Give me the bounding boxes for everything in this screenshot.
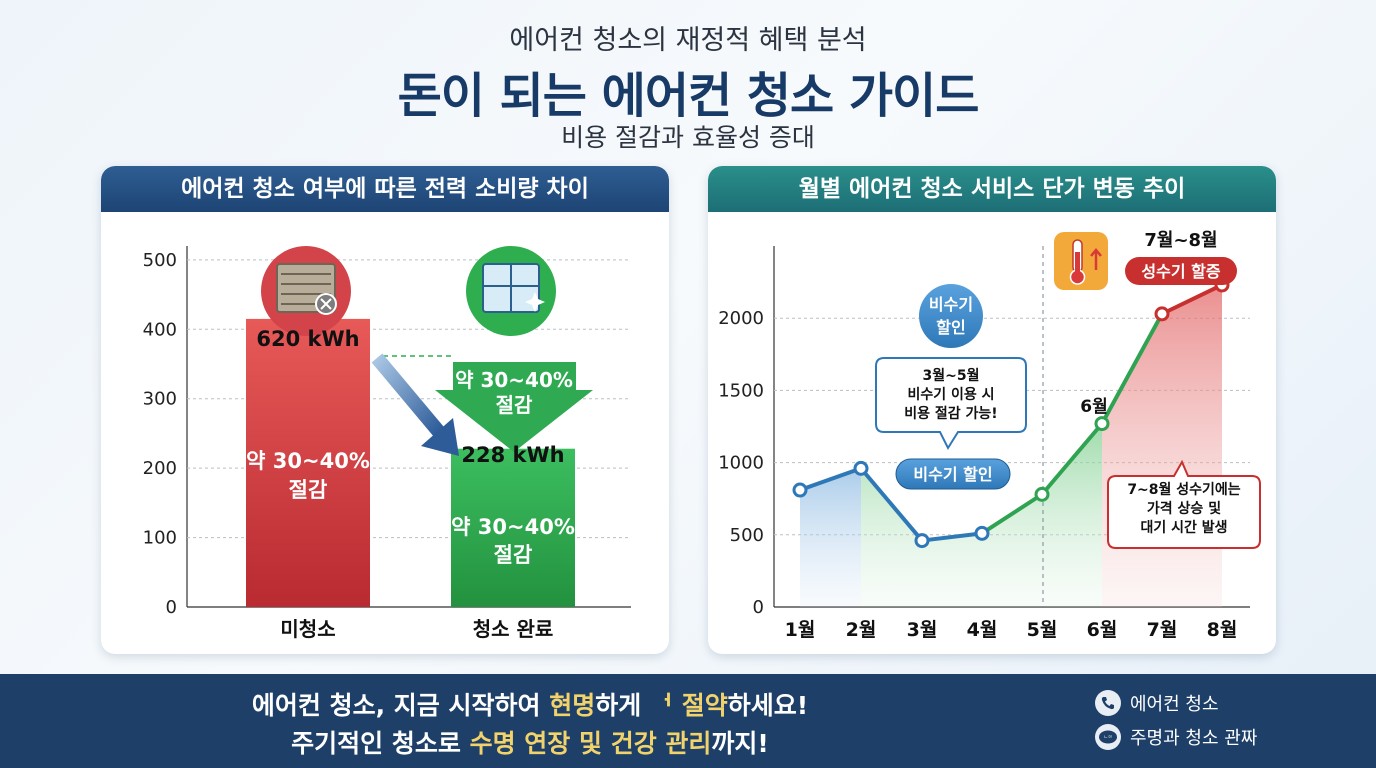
chat-icon-text: ᄂᄃᄅ [1103,736,1112,742]
footer-banner: 에어컨 청소, 지금 시작하여 현명하게 ᅥ 절약하세요! 주기적인 청소로 수… [0,674,1376,768]
contact-phone-label: 에어컨 청소 [1130,694,1219,715]
thermometer-icon [1054,232,1108,290]
bar-y-tick-label: 100 [143,528,177,549]
callout-line2: 비수기 이용 시 [907,386,994,403]
bar-category-label: 청소 완료 [473,617,554,641]
line-x-tick-label: 3월 [907,619,938,641]
line-x-tick-label: 1월 [785,619,816,641]
clean-bar-text-1: 약 30~40% [451,515,575,539]
bar-y-tick-label: 200 [143,458,177,479]
peak-note-line1: 7~8월 성수기에는 [1127,481,1240,498]
offseason-badge-line2: 할인 [936,318,965,337]
line-segment [798,466,863,493]
dirty-value-label: 620 kWh [256,327,359,351]
peak-pill-label: 성수기 할증 [1141,262,1220,281]
price-line-chart: 0 500 1000 1500 2000 1월 2월 3월 4월 5월 6월 7월 8월 비수기 할인… [718,230,1261,641]
offseason-pill: 비수기 할인 [895,458,1011,490]
bar-category-label: 미청소 [280,617,335,641]
footer-line1-part-a: 에어컨 청소, 지금 시작하여 [251,691,550,720]
contact-chat[interactable]: ᄂᄃᄅ 주명과 청소 관짜 [1095,724,1257,750]
peak-note-line2: 가격 상승 및 [1147,500,1221,517]
offseason-badge-line1: 비수기 [929,295,973,314]
callout-line3: 비용 절감 가능! [904,405,997,422]
footer-line2-part-a: 주기적인 청소로 [291,729,470,758]
bar-y-tick-label: 300 [143,389,177,410]
footer-line2-part-b: 까지! [711,729,769,758]
line-x-tick-label: 7월 [1147,619,1178,641]
line-point [914,533,930,549]
footer-line-2: 주기적인 청소로 수명 연장 및 건강 관리까지! [0,724,1060,760]
line-point [1094,416,1110,432]
line-point [853,460,869,476]
clean-bar-text-2: 절감 [494,543,533,567]
savings-arrow [435,362,593,452]
clean-filter-icon [466,246,556,336]
line-segment [859,466,924,543]
bar-y-tick-label: 0 [166,597,177,618]
peak-pill: 성수기 할증 [1125,257,1237,285]
footer-line-1: 에어컨 청소, 지금 시작하여 현명하게 ᅥ 절약하세요! [0,686,1060,722]
footer-line1-part-b: 하게 [595,691,650,720]
line-y-tick-label: 1000 [718,453,764,474]
line-point [1034,486,1050,502]
footer-highlight-save: 절약 [681,691,728,720]
june-label: 6월 [1080,397,1107,417]
line-segment [1160,282,1224,316]
chat-icon: ᄂᄃᄅ [1095,724,1121,750]
line-segment [1100,311,1164,426]
line-x-tick-label: 6월 [1087,619,1118,641]
offseason-pill-label: 비수기 할인 [913,465,992,484]
line-point [974,525,990,541]
bar-clean [451,448,575,607]
page-title: 돈이 되는 에어컨 청소 가이드 [397,68,980,124]
footer-line1-part-c: 하세요! [727,691,809,720]
line-y-tick-label: 2000 [718,308,764,329]
callout-line1: 3월~5월 [923,367,980,384]
bar-dirty [246,318,370,607]
power-panel-title: 에어컨 청소 여부에 따른 전력 소비량 차이 [101,166,669,212]
area-peak-red [1102,284,1222,607]
line-point [792,482,808,498]
offseason-callout: 3월~5월 비수기 이용 시 비용 절감 가능! [875,357,1027,451]
line-x-tick-label: 8월 [1207,619,1238,641]
header-tagline: 비용 절감과 효율성 증대 [561,123,815,152]
dirty-bar-text-1: 약 30~40% [246,449,370,473]
contact-chat-label: 주명과 청소 관짜 [1130,728,1258,749]
line-segment [980,492,1044,536]
area-transition-green [861,423,1102,607]
offseason-badge: 비수기 할인 [919,284,983,348]
header-subtitle: 에어컨 청소의 재정적 혜택 분석 [509,25,867,56]
peak-note-line3: 대기 시간 발생 [1140,519,1227,536]
price-panel-title: 월별 에어컨 청소 서비스 단가 변동 추이 [708,166,1276,212]
decrease-arrow [371,353,459,456]
footer-highlight-wise: 현명 [549,691,596,720]
line-y-tick-label: 1500 [718,380,764,401]
phone-icon [1095,690,1121,716]
savings-arrow-label-2: 절감 [496,393,533,417]
line-segment [920,531,984,543]
clean-value-label: 228 kWh [461,443,564,467]
bar-y-tick-label: 400 [143,319,177,340]
line-x-tick-label: 4월 [967,619,998,641]
line-segment [1040,421,1104,497]
savings-arrow-label-1: 약 30~40% [455,368,573,392]
footer-glyph: ᅥ [649,691,673,720]
peak-note: 7~8월 성수기에는 가격 상승 및 대기 시간 발생 [1107,459,1261,549]
power-consumption-panel: 에어컨 청소 여부에 따른 전력 소비량 차이 0 100 200 300 400 500… [101,166,669,654]
price-trend-panel: 월별 에어컨 청소 서비스 단가 변동 추이 0 500 1000 1500 2000 … [708,166,1276,654]
peak-period-label: 7월~8월 [1144,230,1217,251]
bar-y-tick-label: 500 [143,250,177,271]
line-y-tick-label: 500 [730,525,764,546]
area-offseason-blue [800,468,861,607]
line-x-tick-label: 2월 [846,619,877,641]
line-y-tick-label: 0 [753,597,764,618]
line-point [1154,306,1170,322]
dirty-filter-icon [261,246,351,336]
dirty-bar-text-2: 절감 [289,478,328,502]
power-bar-chart: 0 100 200 300 400 500 미청소 청소 완료 [143,246,631,641]
line-x-tick-label: 5월 [1027,619,1058,641]
contact-phone[interactable]: 에어컨 청소 [1095,690,1219,716]
footer-highlight-health: 수명 연장 및 건강 관리 [469,729,712,758]
